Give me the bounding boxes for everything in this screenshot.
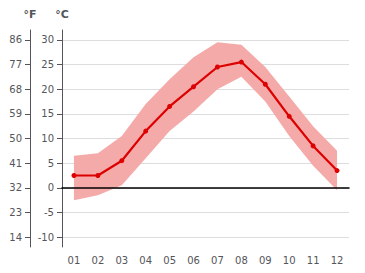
svg-text:30: 30 — [41, 34, 54, 45]
svg-text:86: 86 — [9, 34, 22, 45]
svg-text:09: 09 — [259, 255, 272, 266]
svg-text:32: 32 — [9, 182, 22, 193]
svg-text:°F: °F — [23, 8, 36, 21]
svg-text:°C: °C — [55, 8, 69, 21]
svg-text:02: 02 — [92, 255, 105, 266]
svg-text:20: 20 — [41, 84, 54, 95]
svg-text:06: 06 — [187, 255, 200, 266]
svg-text:01: 01 — [68, 255, 81, 266]
svg-text:12: 12 — [331, 255, 344, 266]
svg-text:41: 41 — [9, 158, 22, 169]
svg-text:07: 07 — [211, 255, 224, 266]
svg-text:03: 03 — [115, 255, 128, 266]
svg-text:08: 08 — [235, 255, 248, 266]
svg-text:10: 10 — [283, 255, 296, 266]
svg-text:50: 50 — [9, 133, 22, 144]
svg-text:0: 0 — [48, 182, 54, 193]
svg-text:04: 04 — [139, 255, 152, 266]
svg-text:15: 15 — [41, 108, 54, 119]
svg-text:10: 10 — [41, 133, 54, 144]
svg-text:11: 11 — [307, 255, 320, 266]
svg-text:-5: -5 — [44, 207, 54, 218]
svg-text:77: 77 — [9, 59, 22, 70]
svg-text:23: 23 — [9, 207, 22, 218]
svg-text:68: 68 — [9, 84, 22, 95]
svg-text:05: 05 — [163, 255, 176, 266]
svg-text:5: 5 — [48, 158, 54, 169]
svg-text:14: 14 — [9, 232, 22, 243]
svg-text:59: 59 — [9, 108, 22, 119]
svg-text:-10: -10 — [38, 232, 54, 243]
svg-text:25: 25 — [41, 59, 54, 70]
